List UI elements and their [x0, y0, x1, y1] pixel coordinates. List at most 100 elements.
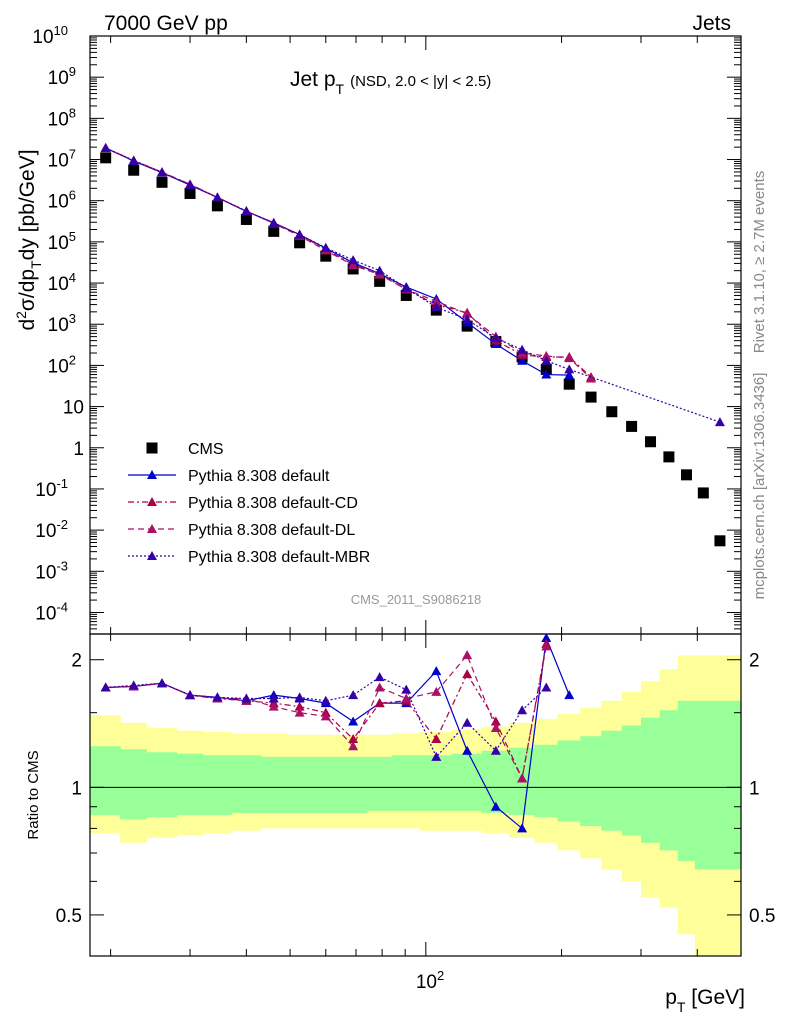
cms-data-point	[374, 275, 386, 287]
series-marker-ratio	[431, 666, 442, 676]
series-marker-ratio	[128, 680, 139, 690]
band-green	[677, 700, 696, 862]
side-label-mcplots: mcplots.cern.ch [arXiv:1306.3436]	[751, 373, 768, 600]
cms-data-point	[268, 225, 280, 237]
series-marker-main	[185, 180, 196, 190]
series-marker-ratio	[241, 693, 252, 703]
series-marker-main	[294, 229, 305, 239]
side-label-rivet: Rivet 3.1.10, ≥ 2.7M events	[751, 171, 768, 354]
series-marker-main	[212, 192, 223, 202]
series-marker-ratio	[348, 690, 359, 700]
series-marker-ratio	[401, 684, 412, 694]
band-green	[176, 753, 204, 816]
series-marker-ratio	[564, 690, 575, 700]
series-marker-ratio	[294, 692, 305, 702]
plot-frames	[89, 35, 742, 957]
y-axis-label: d2σ/dpTdy [pb/GeV]	[13, 149, 44, 330]
band-green	[366, 756, 393, 811]
y-tick-label: 10-4	[35, 599, 68, 624]
series-marker-main	[462, 314, 473, 324]
band-green	[202, 755, 232, 816]
y-tick-label: 103	[48, 311, 76, 336]
series-marker-ratio	[490, 723, 501, 733]
cms-data-point	[128, 164, 140, 176]
band-green	[694, 700, 713, 870]
series-marker-ratio	[294, 701, 305, 711]
ratio-tick-label-right: 2	[749, 651, 760, 672]
band-green	[231, 755, 262, 813]
series-marker-ratio	[517, 823, 528, 833]
band-green	[451, 753, 483, 811]
x-axis-label: pT [GeV]	[665, 986, 745, 1015]
band-green	[659, 710, 679, 851]
y-tick-label: 105	[48, 229, 76, 254]
y-tick-label: 1	[73, 439, 84, 460]
series-line-main	[105, 147, 592, 378]
series-marker-main	[517, 344, 528, 354]
cms-data-point	[540, 363, 552, 375]
band-green	[146, 752, 178, 818]
ratio-tick-label-left: 0.5	[56, 906, 82, 927]
legend-marker	[147, 497, 157, 506]
band-green	[312, 756, 340, 813]
series-marker-ratio	[541, 682, 552, 692]
band-green	[419, 755, 453, 811]
series-marker-ratio	[294, 707, 305, 717]
x-tick-label: 102	[416, 968, 444, 993]
series-marker-ratio	[462, 745, 473, 755]
series-marker-ratio	[541, 641, 552, 651]
series-marker-ratio	[431, 751, 442, 761]
series-marker-main	[100, 143, 111, 153]
band-green	[711, 700, 729, 870]
band-green	[621, 725, 642, 836]
cms-data-point	[606, 406, 618, 418]
series-marker-ratio	[431, 686, 442, 696]
series-marker-ratio	[268, 701, 279, 711]
band-green	[601, 730, 623, 831]
cms-data-point	[663, 451, 675, 463]
band-green	[90, 746, 121, 816]
series-line-main	[105, 147, 721, 423]
cms-data-point	[697, 487, 709, 499]
series-marker-main	[157, 167, 168, 177]
band-green	[338, 756, 368, 813]
main-panel-frame	[89, 35, 742, 635]
series-line-ratio	[105, 676, 547, 758]
plot-title: Jet pT (NSD, 2.0 < |y| < 2.5)	[290, 68, 491, 97]
series-marker-ratio	[401, 693, 412, 703]
series-marker-ratio	[431, 734, 442, 744]
legend-label: Pythia 8.308 default-DL	[188, 522, 355, 539]
header-right: Jets	[692, 12, 731, 35]
cms-data-point	[240, 213, 252, 225]
series-marker-main	[517, 355, 528, 365]
cms-data-point	[645, 436, 657, 448]
series-marker-main	[586, 373, 597, 383]
series-marker-main	[714, 417, 725, 427]
legend-label: Pythia 8.308 default-MBR	[188, 549, 370, 566]
series-marker-ratio	[374, 698, 385, 708]
series-marker-ratio	[374, 672, 385, 682]
y-tick-label: 102	[48, 352, 76, 377]
band-green	[286, 756, 313, 813]
series-marker-main	[348, 255, 359, 265]
uncertainty-bands	[90, 655, 742, 956]
legend-label: Pythia 8.308 default-CD	[188, 495, 358, 512]
cms-data-point	[714, 535, 726, 547]
band-green	[120, 749, 147, 820]
cms-data-point	[211, 200, 223, 212]
ratio-tick-label-left: 1	[71, 778, 82, 799]
series-marker-main	[401, 283, 412, 293]
band-green	[391, 755, 421, 811]
axis-ticks: 10210-410-310-210-1110102103104105106107…	[32, 23, 775, 993]
series-marker-main	[128, 155, 139, 165]
series-marker-ratio	[462, 650, 473, 660]
cms-data-point	[100, 152, 112, 164]
series-line-main	[105, 147, 592, 379]
band-green	[728, 700, 742, 870]
series-marker-ratio	[320, 711, 331, 721]
band-green	[580, 736, 602, 827]
series-marker-ratio	[517, 705, 528, 715]
ratio-axis-label: Ratio to CMS	[25, 750, 42, 839]
series-marker-ratio	[490, 745, 501, 755]
